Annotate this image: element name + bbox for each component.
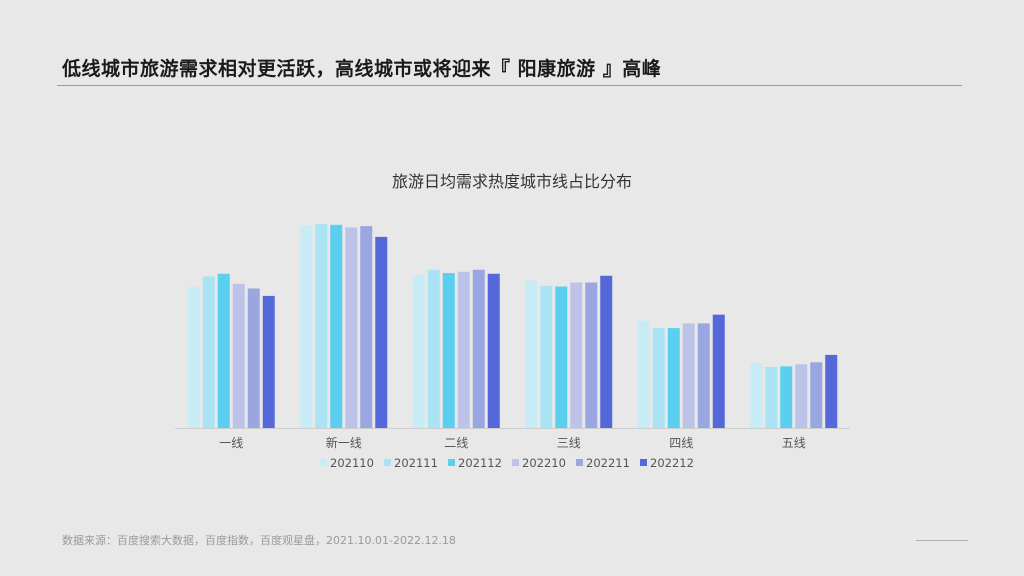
legend-label: 202111 [394,456,438,470]
bar [555,286,568,428]
bar [697,323,710,428]
bar [795,364,808,428]
legend-item: 202210 [512,456,566,470]
bar [570,282,583,428]
legend-label: 202110 [330,456,374,470]
bar [442,273,455,428]
bar [637,320,650,428]
bar [667,328,680,428]
legend-swatch [640,459,647,466]
bar [652,328,665,428]
chart-title: 旅游日均需求热度城市线占比分布 [391,172,632,191]
data-source-note: 数据来源：百度搜索大数据，百度指数，百度观星盘，2021.10.01-2022.… [62,534,456,547]
bar [315,224,328,428]
bar [487,273,500,428]
legend-swatch [448,459,455,466]
bar [300,225,313,428]
bar [780,366,793,428]
legend-label: 202112 [458,456,502,470]
legend-item: 202112 [448,456,502,470]
bar [375,236,388,428]
x-tick-label: 五线 [782,436,806,450]
bar [750,362,763,428]
legend-swatch [512,459,519,466]
bar [360,226,373,428]
legend-item: 202111 [384,456,438,470]
legend-swatch [320,459,327,466]
bar [600,275,613,428]
x-tick-label: 一线 [219,436,243,450]
x-tick-label: 新一线 [326,435,362,450]
page-title: 低线城市旅游需求相对更活跃，高线城市或将迎来『 阳康旅游 』高峰 [62,58,662,80]
bar [825,354,838,428]
legend-item: 202110 [320,456,374,470]
legend-label: 202211 [586,456,630,470]
bar [810,362,823,428]
legend-label: 202210 [522,456,566,470]
bar [525,280,538,428]
bar [330,224,343,428]
bar [765,366,778,428]
bar [262,295,275,428]
bar [457,271,470,428]
x-tick-label: 三线 [557,436,581,450]
bar [427,269,440,428]
legend-swatch [576,459,583,466]
bar [540,285,553,428]
x-tick-label: 四线 [669,436,693,450]
bar [412,275,425,428]
bar [472,269,485,428]
footer-divider [916,540,968,541]
bar [187,287,200,428]
legend-item: 202211 [576,456,630,470]
bar [682,323,695,428]
x-tick-label: 二线 [444,436,468,450]
legend-item: 202212 [640,456,694,470]
bar [585,282,598,428]
bar [247,288,260,428]
bar [345,227,358,428]
bar [202,276,215,428]
bar [217,273,230,428]
legend-label: 202212 [650,456,694,470]
legend-swatch [384,459,391,466]
bar [232,283,245,428]
bar [712,314,725,428]
title-divider [57,85,962,86]
